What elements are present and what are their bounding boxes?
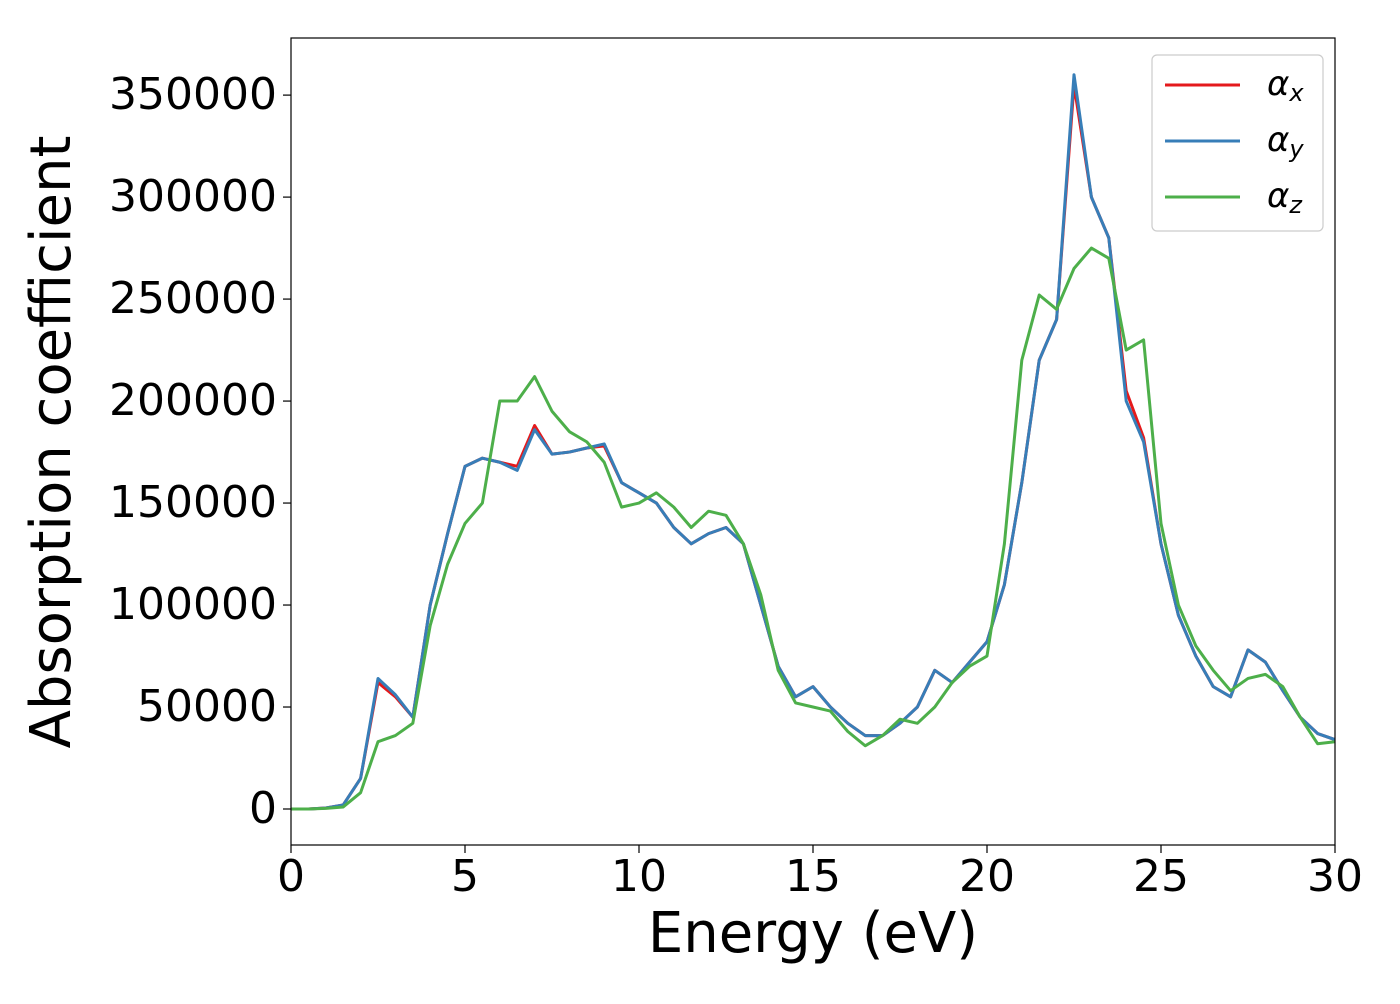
x-tick-label: 0 — [277, 851, 305, 902]
y-tick-label: 250000 — [109, 273, 277, 324]
y-tick-label: 150000 — [109, 477, 277, 528]
y-axis-label: Absorption coefficient — [19, 136, 84, 749]
x-tick-label: 30 — [1307, 851, 1363, 902]
y-tick-label: 50000 — [137, 681, 277, 732]
x-tick-label: 10 — [611, 851, 667, 902]
series-line — [291, 73, 1335, 811]
legend-label: αz — [1267, 176, 1303, 220]
series-line — [291, 246, 1335, 811]
x-axis-label: Energy (eV) — [648, 901, 978, 966]
x-tick-label: 5 — [451, 851, 479, 902]
legend-box — [1151, 54, 1324, 232]
x-tick-label: 15 — [785, 851, 841, 902]
legend-label: αy — [1267, 120, 1304, 164]
legend-label: αx — [1267, 64, 1304, 108]
y-tick-label: 350000 — [109, 69, 277, 120]
y-tick-label: 100000 — [109, 579, 277, 630]
y-tick-label: 0 — [249, 783, 277, 834]
y-tick-label: 300000 — [109, 171, 277, 222]
y-tick-label: 200000 — [109, 375, 277, 426]
x-tick-label: 25 — [1133, 851, 1189, 902]
plot-frame — [290, 37, 1336, 846]
x-tick-label: 20 — [959, 851, 1015, 902]
